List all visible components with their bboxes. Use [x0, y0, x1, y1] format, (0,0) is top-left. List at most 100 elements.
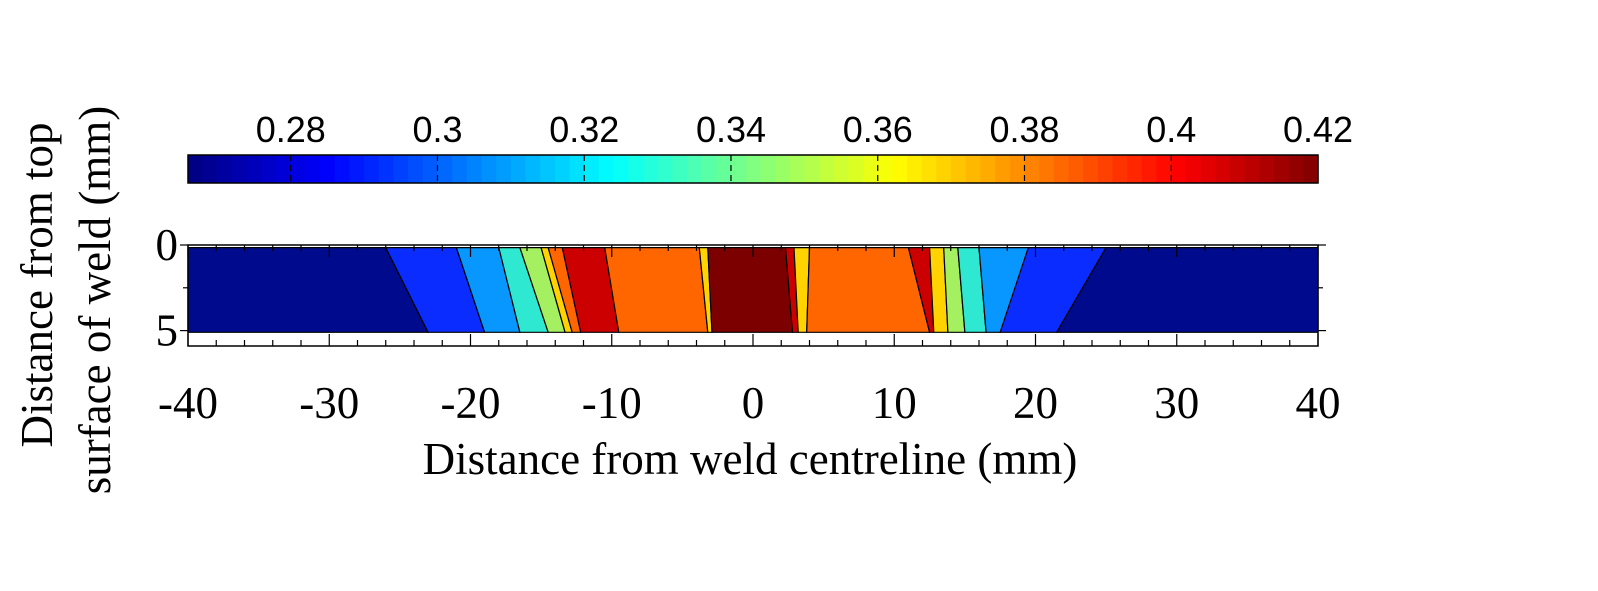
- colorbar-cell: [1141, 155, 1158, 183]
- colorbar-cell: [408, 155, 424, 183]
- colorbar-cell: [481, 155, 497, 183]
- colorbar-cell: [188, 155, 204, 183]
- colorbar-cell: [848, 155, 864, 183]
- colorbar-cell: [584, 155, 600, 183]
- colorbar-cell: [1053, 155, 1070, 183]
- colorbar-cell: [672, 155, 688, 183]
- colorbar-tick-label: 0.38: [989, 109, 1059, 150]
- colorbar-cell: [364, 155, 380, 183]
- colorbar-tick-label: 0.34: [696, 109, 766, 150]
- colorbar-tick-label: 0.32: [549, 109, 619, 150]
- x-tick-label: 0: [742, 378, 765, 428]
- colorbar-cell: [232, 155, 248, 183]
- colorbar-cell: [305, 155, 321, 183]
- colorbar-cell: [642, 155, 659, 183]
- x-tick-label: 30: [1154, 378, 1199, 428]
- colorbar-cell: [334, 155, 351, 183]
- colorbar-cell: [554, 155, 571, 183]
- colorbar-cell: [1009, 155, 1026, 183]
- colorbar-cell: [980, 155, 996, 183]
- colorbar-cell: [701, 155, 717, 183]
- colorbar-cell: [290, 155, 307, 183]
- colorbar-cell: [877, 155, 894, 183]
- colorbar-cell: [202, 155, 218, 183]
- colorbar-cell: [422, 155, 439, 183]
- colorbar-cell: [995, 155, 1011, 183]
- colorbar-cell: [716, 155, 732, 183]
- colorbar-cell: [246, 155, 262, 183]
- colorbar-cell: [1229, 155, 1246, 183]
- colorbar-cell: [261, 155, 277, 183]
- colorbar-cell: [613, 155, 629, 183]
- colorbar-cell: [393, 155, 409, 183]
- colorbar-cell: [320, 155, 336, 183]
- colorbar-cell: [730, 155, 747, 183]
- colorbar: [187, 154, 1319, 184]
- x-axis-tick-labels: -40 -30 -20 -10 0 10 20 30 40: [158, 378, 1341, 428]
- plot-axes: [180, 244, 1326, 347]
- colorbar-cell: [1039, 155, 1055, 183]
- y-axis-label-line-2: surface of weld (mm): [70, 106, 120, 495]
- colorbar-cell: [804, 155, 820, 183]
- colorbar-cell: [819, 155, 835, 183]
- x-tick-label: 20: [1013, 378, 1058, 428]
- colorbar-cell: [936, 155, 952, 183]
- colorbar-cell: [1083, 155, 1099, 183]
- colorbar-cell: [217, 155, 233, 183]
- colorbar-cell: [775, 155, 791, 183]
- y-tick-label: 5: [156, 306, 179, 356]
- colorbar-tick-label: 0.28: [256, 109, 326, 150]
- colorbar-cell: [1127, 155, 1143, 183]
- x-tick-label: -30: [299, 378, 359, 428]
- colorbar-cell: [833, 155, 849, 183]
- colorbar-cell: [598, 155, 615, 183]
- colorbar-cell: [1024, 155, 1040, 183]
- colorbar-cell: [540, 155, 556, 183]
- colorbar-cell: [907, 155, 923, 183]
- x-tick-label: 10: [872, 378, 917, 428]
- colorbar-cell: [1156, 155, 1172, 183]
- colorbar-cell: [1112, 155, 1128, 183]
- colorbar-cell: [921, 155, 938, 183]
- y-axis-label-line-1: Distance from top: [12, 123, 62, 448]
- colorbar-cell: [1303, 155, 1319, 183]
- colorbar-tick-labels: 0.28 0.3 0.32 0.34 0.36 0.38 0.4 0.42: [256, 109, 1353, 183]
- x-tick-label: 40: [1296, 378, 1341, 428]
- colorbar-cell: [452, 155, 468, 183]
- x-tick-label: -10: [582, 378, 642, 428]
- colorbar-cell: [965, 155, 982, 183]
- colorbar-cell: [466, 155, 483, 183]
- colorbar-cell: [1288, 155, 1304, 183]
- colorbar-cell: [1097, 155, 1114, 183]
- colorbar-cell: [1171, 155, 1187, 183]
- colorbar-tick-label: 0.3: [412, 109, 462, 150]
- x-tick-label: -40: [158, 378, 218, 428]
- colorbar-cell: [510, 155, 527, 183]
- colorbar-tick-label: 0.36: [843, 109, 913, 150]
- x-tick-label: -20: [441, 378, 501, 428]
- colorbar-border: [187, 154, 1319, 184]
- colorbar-cell: [1200, 155, 1216, 183]
- colorbar-cell: [349, 155, 365, 183]
- colorbar-cell: [1259, 155, 1275, 183]
- contour-band: [604, 247, 709, 333]
- colorbar-cell: [496, 155, 512, 183]
- colorbar-cell: [525, 155, 541, 183]
- colorbar-cell: [276, 155, 292, 183]
- colorbar-cell: [1273, 155, 1290, 183]
- colorbar-cell: [1244, 155, 1260, 183]
- contour-band: [707, 247, 794, 333]
- colorbar-cell: [628, 155, 644, 183]
- y-axis-tick-labels: 05: [156, 220, 179, 356]
- colorbar-cell: [789, 155, 805, 183]
- colorbar-cell: [378, 155, 395, 183]
- colorbar-cell: [760, 155, 776, 183]
- contour-plot-area: [187, 245, 1319, 346]
- colorbar-cell: [892, 155, 908, 183]
- colorbar-cell: [951, 155, 967, 183]
- colorbar-tick-label: 0.4: [1146, 109, 1196, 150]
- colorbar-cell: [1068, 155, 1084, 183]
- colorbar-tick-label: 0.42: [1283, 109, 1353, 150]
- colorbar-cell: [686, 155, 703, 183]
- x-axis-label: Distance from weld centreline (mm): [423, 434, 1078, 484]
